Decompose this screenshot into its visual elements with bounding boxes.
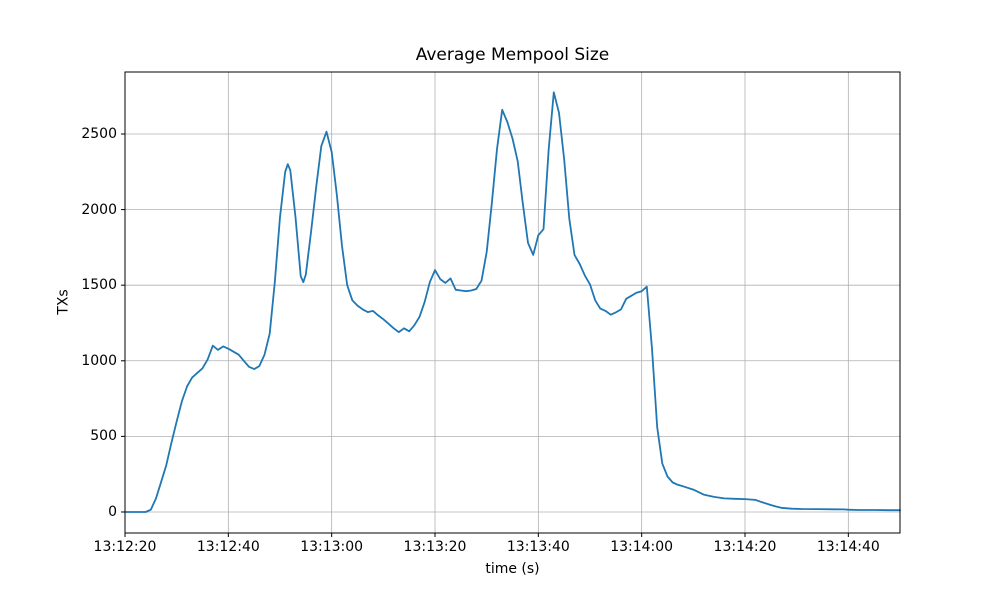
y-tick-label: 0 [108, 503, 117, 520]
y-tick-label: 2500 [81, 125, 117, 142]
axes-spines [124, 71, 901, 534]
x-tick-label: 13:12:20 [93, 539, 157, 555]
y-tick-label: 2000 [81, 201, 117, 218]
x-tick-label: 13:14:40 [816, 539, 880, 555]
x-tick-label: 13:13:20 [403, 539, 467, 555]
x-tick-label: 13:14:00 [610, 539, 674, 555]
x-tick-label: 13:13:40 [506, 539, 570, 555]
x-tick-label: 13:14:20 [713, 539, 777, 555]
data-line [124, 91, 901, 513]
x-tick-label: 13:13:00 [300, 539, 364, 555]
x-axis-label: time (s) [485, 561, 540, 577]
x-tick-label: 13:12:40 [196, 539, 260, 555]
y-tick-label: 1500 [81, 277, 117, 294]
y-tick-label: 1000 [81, 352, 117, 369]
y-tick-label: 500 [90, 428, 117, 445]
chart-title: Average Mempool Size [415, 45, 610, 65]
